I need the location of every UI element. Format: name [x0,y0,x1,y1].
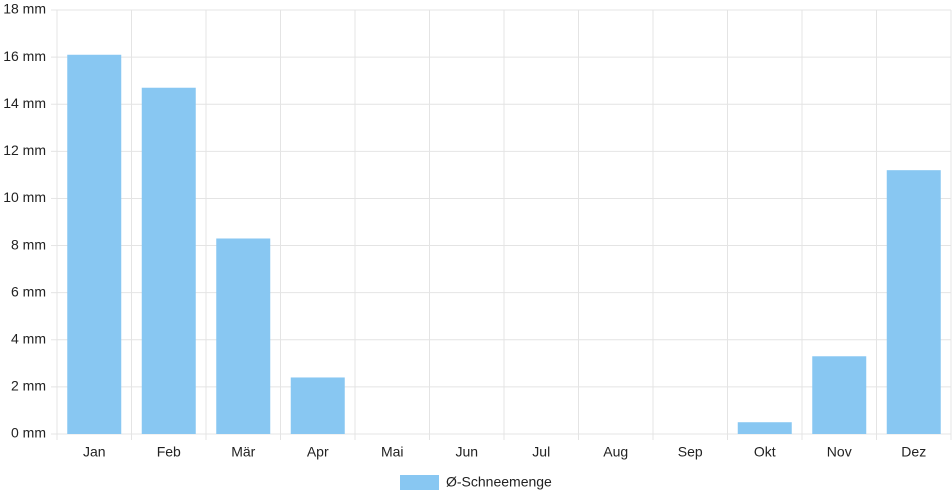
x-tick-label: Okt [754,444,776,460]
y-tick-label: 4 mm [11,330,46,346]
y-tick-label: 16 mm [3,48,46,64]
bar [216,238,271,434]
bar [141,87,196,434]
x-tick-label: Jan [83,444,106,460]
bar [812,356,867,434]
x-tick-label: Sep [678,444,703,460]
x-tick-label: Feb [157,444,181,460]
y-tick-label: 2 mm [11,378,46,394]
y-tick-label: 8 mm [11,236,46,252]
bar [290,377,345,434]
x-tick-label: Mai [381,444,404,460]
x-tick-label: Jun [455,444,478,460]
x-tick-label: Mär [231,444,255,460]
x-tick-label: Dez [901,444,926,460]
y-tick-label: 0 mm [11,425,46,441]
bar [737,422,792,434]
y-tick-label: 6 mm [11,283,46,299]
x-tick-label: Jul [532,444,550,460]
y-tick-label: 18 mm [3,1,46,17]
bar [886,170,941,434]
bar [67,54,122,434]
legend-swatch [400,475,439,490]
y-tick-label: 14 mm [3,95,46,111]
y-tick-label: 10 mm [3,189,46,205]
y-tick-label: 12 mm [3,142,46,158]
x-tick-label: Aug [603,444,628,460]
x-tick-label: Apr [307,444,329,460]
legend-label: Ø-Schneemenge [446,474,552,490]
x-tick-label: Nov [827,444,852,460]
